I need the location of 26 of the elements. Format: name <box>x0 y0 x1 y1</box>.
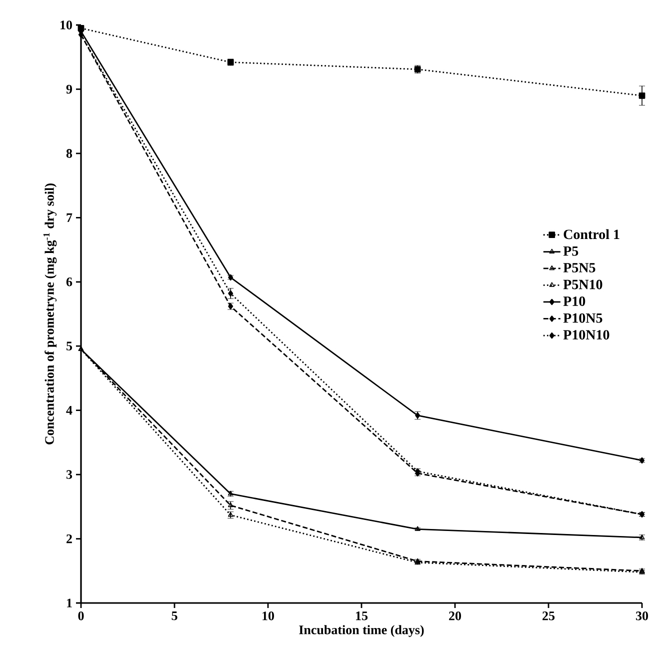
x-axis-title: Incubation time (days) <box>299 625 424 637</box>
legend-label: Control 1 <box>564 229 620 240</box>
y-tick-label: 4 <box>66 406 72 415</box>
x-tick-label: 20 <box>449 612 462 620</box>
legend-label: P10 <box>563 296 586 306</box>
y-tick-label: 9 <box>66 84 72 94</box>
x-tick-label: 25 <box>542 612 555 620</box>
legend-label: P10N5 <box>563 313 602 323</box>
y-tick-label: 5 <box>66 342 72 350</box>
legend-label: P10N10 <box>563 330 610 340</box>
legend-label: P5 <box>563 246 578 256</box>
legend-label: P5N5 <box>563 263 596 272</box>
y-tick-label: 6 <box>66 278 72 286</box>
y-tick-label: 1 <box>67 598 72 608</box>
x-tick-label: 30 <box>636 612 648 620</box>
y-tick-label: 8 <box>66 149 72 158</box>
x-tick-label: 5 <box>172 612 178 620</box>
y-tick-label: 2 <box>66 534 72 544</box>
y-tick-label: 10 <box>60 20 72 30</box>
y-tick-label: 7 <box>66 213 72 222</box>
y-axis-title: Concentration of prometryne (mg kg$^{-1}$ dry soil) <box>43 184 57 444</box>
x-tick-label: 10 <box>262 612 274 620</box>
x-tick-label: 0 <box>78 612 84 620</box>
x-tick-label: 15 <box>356 612 368 620</box>
legend-label: P5N10 <box>563 280 602 290</box>
y-tick-label: 3 <box>66 470 72 479</box>
